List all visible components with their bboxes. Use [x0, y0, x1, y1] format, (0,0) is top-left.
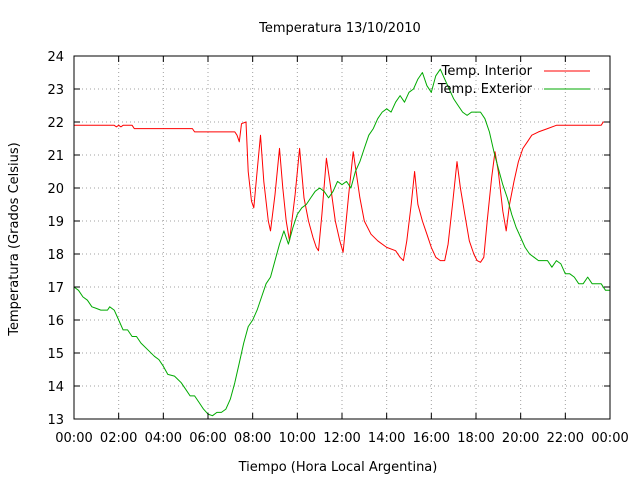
- series-lines: [73, 68, 610, 417]
- x-tick-label: 14:00: [368, 431, 405, 446]
- legend-label-interior: Temp. Interior: [441, 64, 533, 79]
- x-tick-label: 08:00: [234, 431, 271, 446]
- x-tick-label: 18:00: [457, 431, 494, 446]
- y-tick-label: 21: [47, 149, 64, 164]
- series-line-exterior: [73, 68, 610, 417]
- grid-lines: [74, 56, 610, 419]
- x-tick-label: 20:00: [502, 431, 539, 446]
- x-tick-label: 02:00: [100, 431, 137, 446]
- y-axis-label: Temperatura (Grados Celsius): [7, 142, 22, 336]
- series-line-interior: [74, 121, 610, 263]
- y-tick-label: 19: [47, 215, 64, 230]
- legend-label-exterior: Temp. Exterior: [437, 82, 533, 97]
- y-tick-label: 13: [47, 413, 64, 428]
- y-tick-label: 14: [47, 380, 64, 395]
- y-tick-label: 24: [47, 50, 64, 65]
- y-tick-label: 22: [47, 116, 64, 131]
- y-tick-label: 18: [47, 248, 64, 263]
- tick-labels: 00:00 02:00 04:00 06:00 08:00 10:00 12:00 14:00…: [47, 50, 628, 446]
- legend: Temp. Interior Temp. Exterior: [437, 64, 590, 97]
- y-tick-label: 15: [47, 347, 64, 362]
- y-tick-label: 20: [47, 182, 64, 197]
- x-tick-label: 00:00: [55, 431, 92, 446]
- x-tick-label: 10:00: [279, 431, 316, 446]
- y-tick-label: 17: [47, 281, 64, 296]
- x-axis-label: Tiempo (Hora Local Argentina): [238, 460, 438, 475]
- x-tick-label: 04:00: [145, 431, 182, 446]
- y-tick-label: 16: [47, 314, 64, 329]
- chart-title: Temperatura 13/10/2010: [258, 21, 421, 36]
- x-tick-label: 12:00: [323, 431, 360, 446]
- x-tick-label: 06:00: [189, 431, 226, 446]
- y-tick-label: 23: [47, 83, 64, 98]
- x-tick-label: 16:00: [413, 431, 450, 446]
- x-tick-label: 00:00: [591, 431, 628, 446]
- axis-ticks: [73, 55, 611, 420]
- x-tick-label: 22:00: [547, 431, 584, 446]
